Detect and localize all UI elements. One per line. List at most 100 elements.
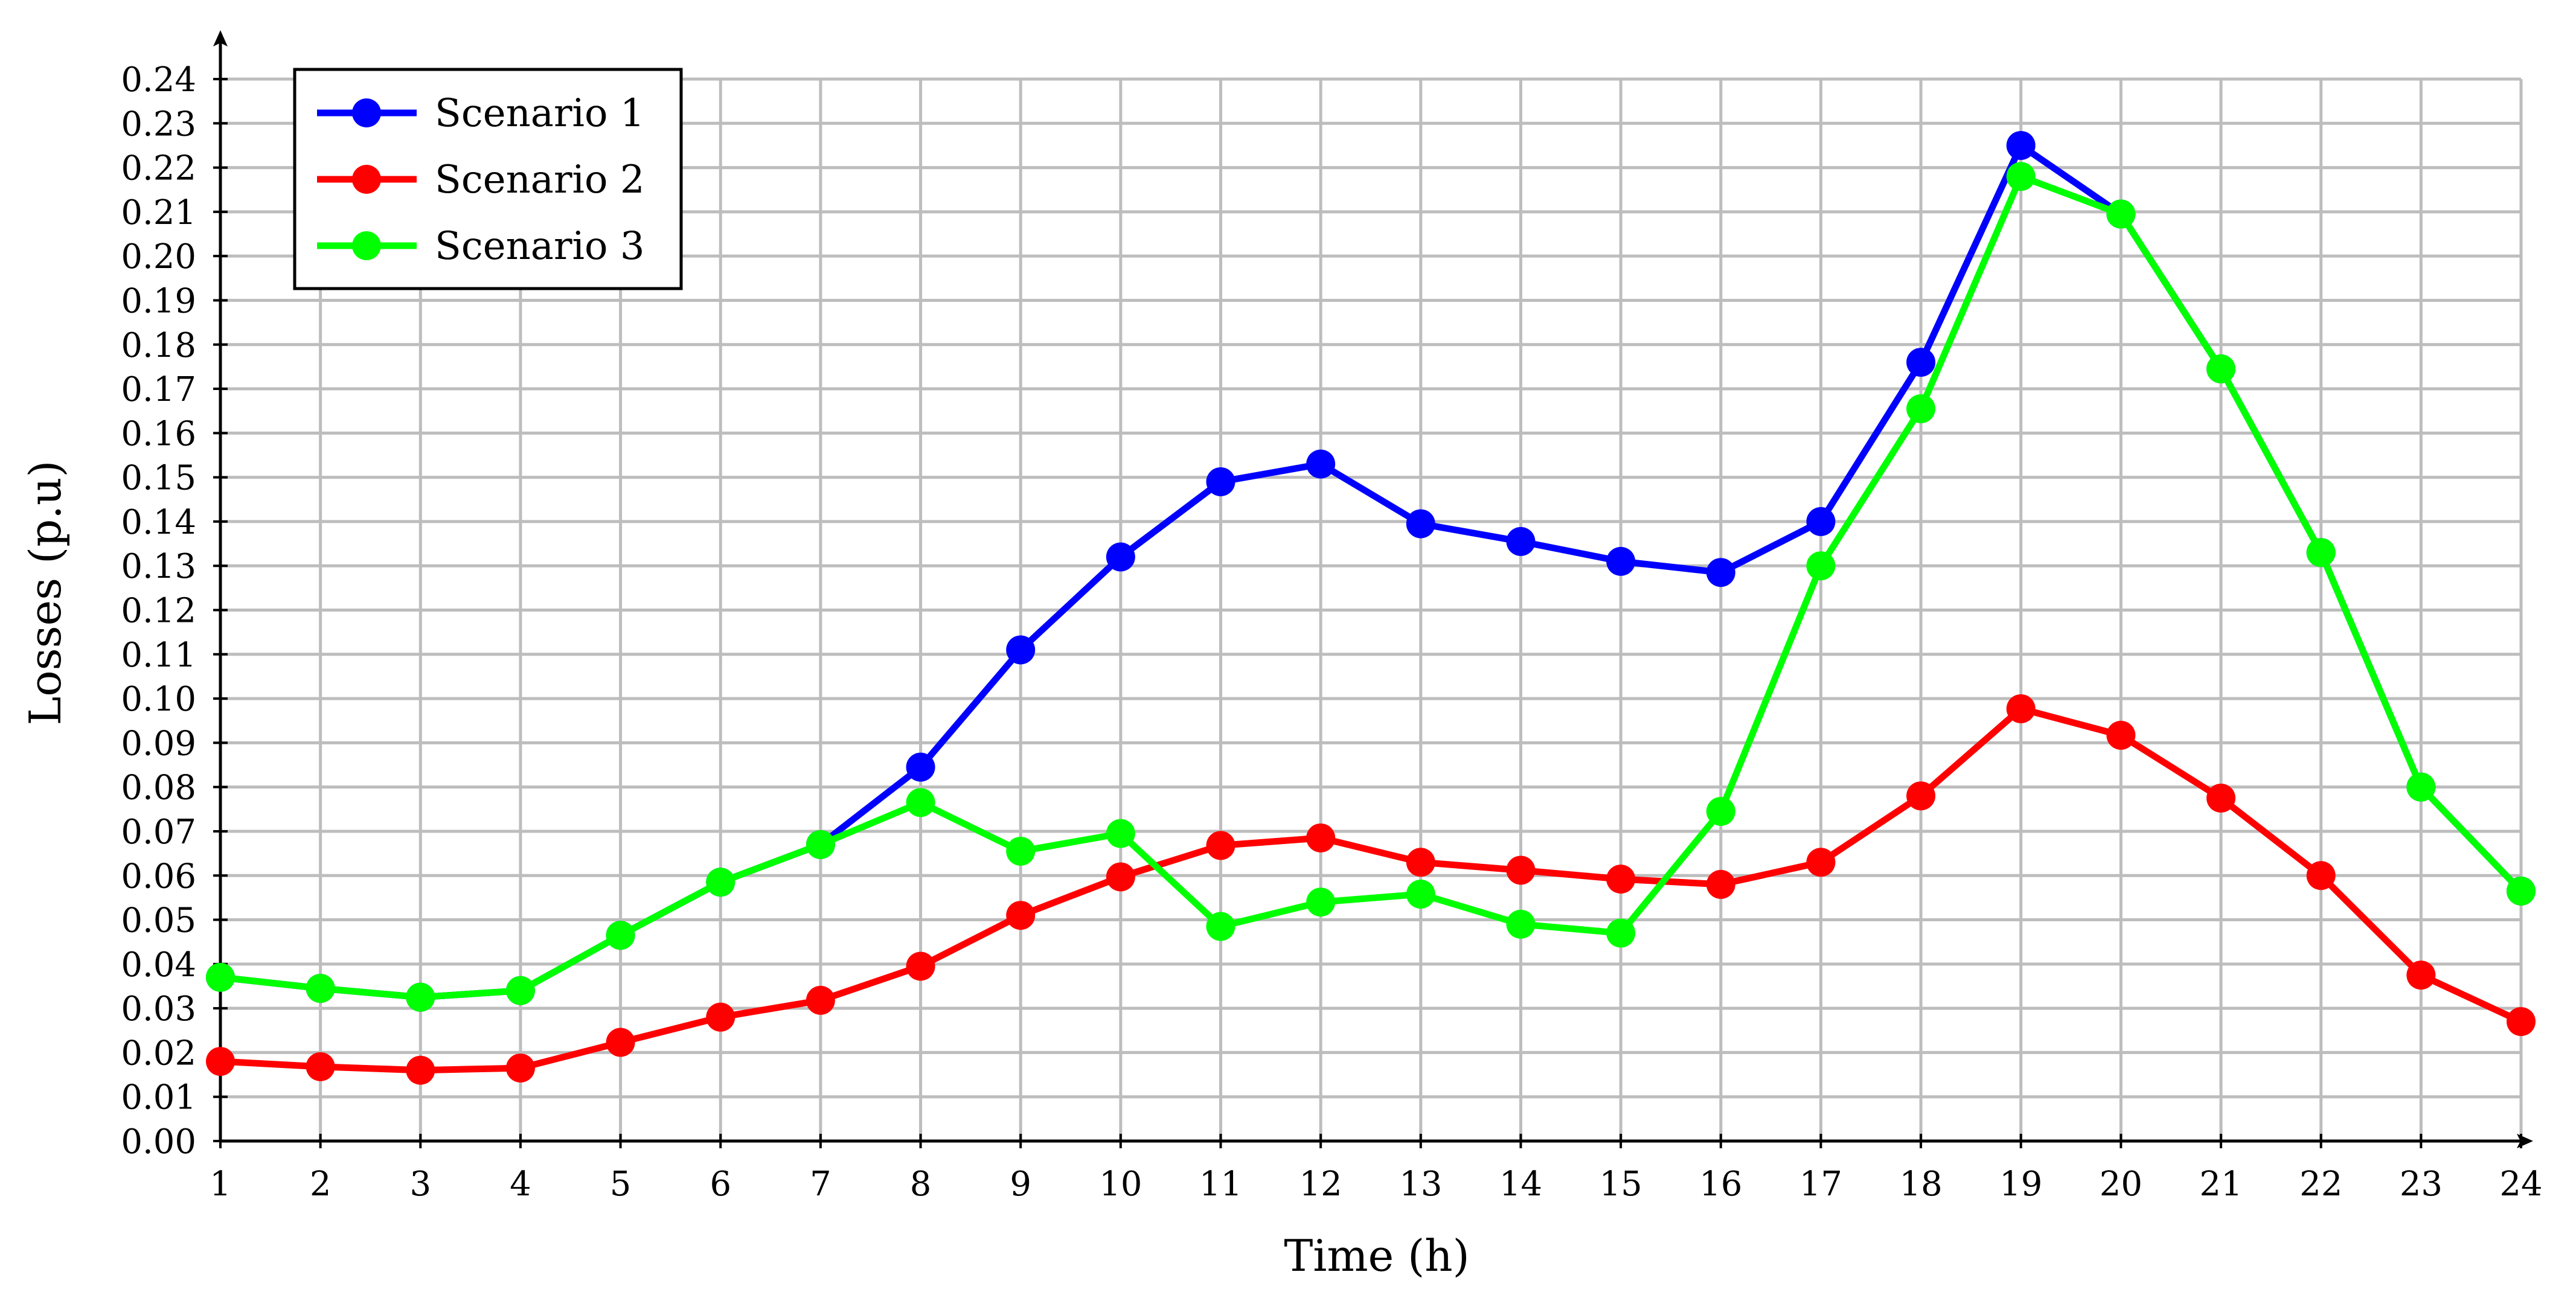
legend-entry: Scenario 1 [317,91,645,136]
data-point [806,985,835,1015]
x-tick-label: 18 [1899,1165,1942,1204]
series-line [220,705,2523,1074]
data-point [906,788,935,817]
x-tick-label: 17 [1799,1165,1842,1204]
data-point [1306,887,1336,917]
x-tick-label: 20 [2100,1165,2142,1204]
x-tick-label: 4 [510,1165,531,1204]
x-axis-title: Time (h) [1284,1230,1469,1281]
x-tick-label: 22 [2299,1165,2342,1204]
x-tick-label: 24 [2499,1165,2542,1204]
legend: Scenario 1 Scenario 2 Scenario 3 [293,68,683,290]
x-tick-label: 13 [1399,1165,1442,1204]
data-point [1806,551,1836,581]
x-axis-arrow [2517,1134,2533,1148]
data-point [406,982,435,1012]
data-point [1506,909,1536,939]
legend-label: Scenario 1 [435,91,645,136]
series-2 [206,694,2536,1085]
data-point [1906,781,1936,811]
data-point [1306,449,1336,479]
data-point [1506,526,1536,556]
data-point [1306,823,1336,852]
y-tick-label: 0.20 [121,237,196,277]
x-tick-label: 6 [710,1165,731,1204]
legend-swatch-marker [352,165,381,194]
y-tick-label: 0.08 [121,769,196,808]
data-point [706,868,735,897]
data-point [2206,354,2236,384]
data-point [1406,848,1435,877]
data-point [306,1052,335,1081]
y-tick-label: 0.14 [121,503,196,542]
x-tick-label: 19 [1999,1165,2042,1204]
legend-label: Scenario 2 [435,158,645,202]
y-tick-label: 0.07 [121,813,196,852]
data-point [1106,862,1135,892]
series-layer [206,130,2536,1085]
data-point [1006,635,1036,665]
grid [213,77,2523,1148]
legend-entry: Scenario 2 [317,158,645,202]
y-tick-label: 0.21 [121,193,196,232]
x-tick-label: 1 [210,1165,231,1204]
data-point [1206,831,1235,860]
y-tick-label: 0.11 [121,636,196,675]
legend-swatch-marker [352,231,381,260]
data-point [806,830,835,859]
data-point [1606,918,1636,948]
y-tick-label: 0.13 [121,547,196,586]
x-tick-label: 15 [1599,1165,1642,1204]
data-point [1706,558,1735,587]
y-axis-title: Losses (p.u) [20,460,71,725]
x-tick-label: 14 [1499,1165,1542,1204]
y-tick-label: 0.23 [121,104,196,144]
x-tick-label: 23 [2400,1165,2443,1204]
x-tick-label: 11 [1199,1165,1242,1204]
data-point [1706,869,1735,899]
x-tick-label: 8 [910,1165,932,1204]
data-point [706,1002,735,1032]
data-point [906,752,935,782]
series-3 [206,162,2536,1012]
data-point [1606,865,1636,894]
data-point [606,921,635,950]
x-tick-label: 7 [810,1165,831,1204]
y-tick-label: 0.12 [121,592,196,631]
data-point [1206,467,1235,496]
series-line [220,173,2523,1001]
data-point [206,962,235,992]
data-point [2306,538,2336,567]
x-tick-label: 3 [409,1165,431,1204]
y-tick-label: 0.03 [121,989,196,1029]
data-point [505,976,535,1005]
data-point [206,1047,235,1076]
data-point [1006,836,1036,866]
y-axis-arrow [213,30,228,46]
x-tick-label: 21 [2199,1165,2242,1204]
data-point [2206,783,2236,813]
data-point [606,1028,635,1057]
data-point [2006,130,2036,160]
y-tick-labels: 0.00 0.01 0.02 0.030.040.05 0.06 0.07 0.08 0.09… [121,60,196,1162]
y-tick-label: 0.01 [121,1078,196,1117]
legend-label: Scenario 3 [435,224,645,269]
x-tick-label: 10 [1099,1165,1142,1204]
data-point [306,974,335,1003]
x-tick-label: 12 [1299,1165,1342,1204]
data-point [2507,876,2536,906]
data-point [1706,796,1735,826]
y-tick-label: 0.09 [121,724,196,763]
y-tick-label: 0.02 [121,1034,196,1073]
data-point [1106,819,1135,848]
y-tick-label: 0.05 [121,901,196,941]
data-point [2406,961,2436,990]
y-tick-label: 0.17 [121,370,196,409]
y-tick-label: 0.06 [121,857,196,896]
data-point [1006,901,1036,930]
x-tick-label: 2 [310,1165,332,1204]
data-point [1806,848,1836,877]
data-point [2507,1007,2536,1037]
